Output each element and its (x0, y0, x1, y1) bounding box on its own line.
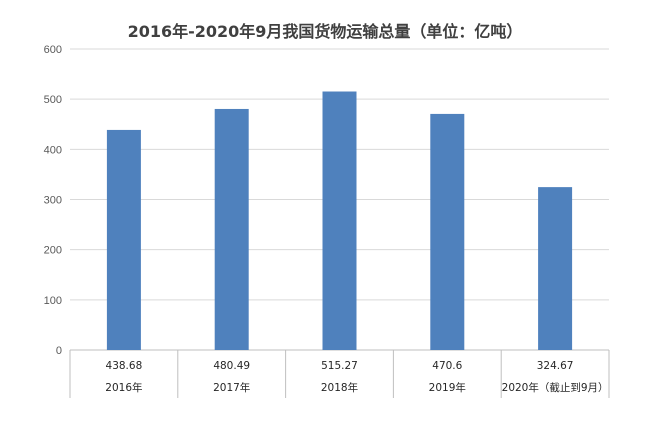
data-label-4: 324.67 (537, 360, 574, 372)
bar-0 (106, 129, 141, 350)
bar-3 (430, 113, 465, 350)
y-tick-label-400: 400 (44, 144, 62, 156)
category-label-4: 2020年（截止到9月） (502, 381, 609, 394)
bars (106, 91, 573, 350)
category-label-0: 2016年 (105, 381, 142, 394)
bar-4 (538, 187, 573, 350)
data-label-2: 515.27 (321, 360, 358, 372)
category-label-1: 2017年 (213, 381, 250, 394)
y-axis-ticks: 0 100 200 300 400 500 600 (44, 44, 62, 357)
y-tick-label-100: 100 (44, 295, 62, 307)
category-label-2: 2018年 (321, 381, 358, 394)
data-label-0: 438.68 (106, 360, 143, 372)
y-tick-label-200: 200 (44, 245, 62, 257)
y-tick-label-600: 600 (44, 44, 62, 56)
chart-title: 2016年-2020年9月我国货物运输总量（单位：亿吨） (127, 22, 523, 41)
y-tick-label-300: 300 (44, 195, 62, 207)
y-tick-label-500: 500 (44, 94, 62, 106)
data-table: 438.68 2016年 480.49 2017年 515.27 2018年 470.6 20… (69, 350, 610, 398)
bar-1 (214, 108, 249, 350)
data-label-3: 470.6 (432, 360, 462, 372)
y-tick-label-0: 0 (56, 345, 62, 357)
data-label-1: 480.49 (213, 360, 250, 372)
category-label-3: 2019年 (429, 381, 466, 394)
bar-2 (322, 91, 357, 350)
